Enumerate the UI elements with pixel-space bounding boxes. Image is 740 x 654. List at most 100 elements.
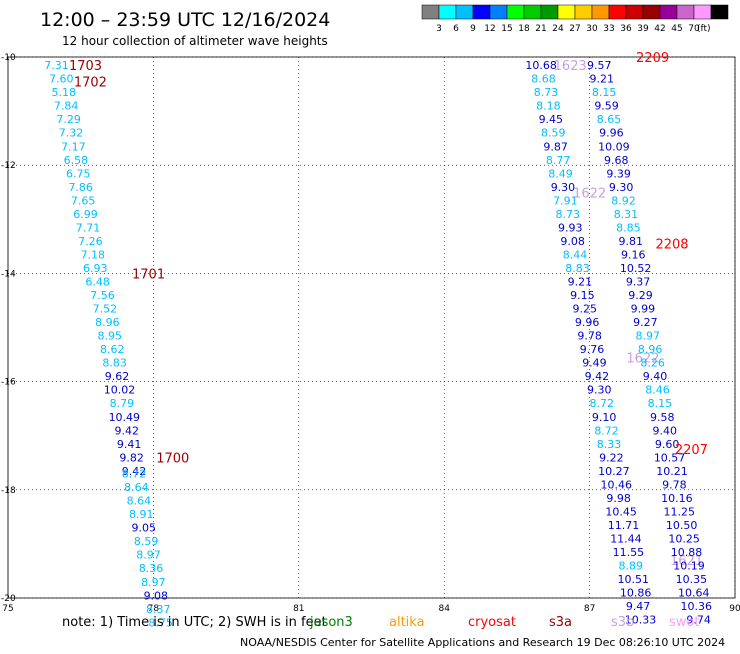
- satellite-legend-item: s3a: [549, 615, 572, 630]
- colorbar-swatch: [489, 4, 508, 20]
- wave-height-value: 8.89: [619, 560, 644, 573]
- wave-height-value: 9.15: [570, 289, 595, 302]
- colorbar-swatch: [642, 4, 661, 20]
- wave-height-value: 9.42: [122, 465, 147, 478]
- wave-height-value: 8.18: [536, 100, 561, 113]
- wave-height-value: 10.86: [620, 587, 652, 600]
- wave-height-value: 10.16: [661, 492, 693, 505]
- wave-height-value: 9.78: [662, 478, 687, 491]
- wave-height-value: 9.30: [609, 181, 634, 194]
- colorbar-label: 12: [484, 24, 495, 34]
- wave-height-value: 9.41: [117, 438, 142, 451]
- wave-height-value: 10.35: [676, 573, 708, 586]
- wave-height-value: 10.25: [668, 532, 700, 545]
- wave-height-value: 8.72: [594, 424, 619, 437]
- wave-height-value: 7.60: [49, 73, 74, 86]
- wave-height-value: 9.57: [587, 59, 612, 72]
- wave-height-value: 9.27: [633, 316, 658, 329]
- wave-height-value: 7.91: [553, 194, 578, 207]
- wave-height-value: 8.92: [611, 194, 636, 207]
- wave-height-value: 8.65: [597, 113, 622, 126]
- wave-height-value: 8.68: [531, 73, 556, 86]
- colorbar-label: 3: [436, 24, 442, 34]
- wave-height-value: 9.16: [621, 248, 646, 261]
- wave-height-value: 8.83: [565, 262, 590, 275]
- satellite-legend-item: jason3: [309, 615, 353, 630]
- wave-height-value: 11.44: [610, 532, 642, 545]
- wave-height-value: 9.45: [539, 113, 564, 126]
- wave-height-value: 7.52: [93, 303, 118, 316]
- colorbar-label: 9: [470, 24, 476, 34]
- wave-height-value: 9.62: [105, 370, 130, 383]
- wave-height-value: 9.93: [558, 221, 583, 234]
- wave-height-value: 10.36: [680, 600, 712, 613]
- wave-height-value: 8.97: [636, 330, 661, 343]
- wave-height-value: 8.62: [100, 343, 125, 356]
- y-tick-label: -10: [1, 53, 16, 63]
- colorbar-label: 15: [501, 24, 512, 34]
- wave-height-value: 9.39: [606, 167, 631, 180]
- note-text: note: 1) Time is in UTC; 2) SWH is in fe…: [62, 615, 327, 630]
- x-tick-label: 78: [148, 604, 160, 614]
- wave-height-value: 9.10: [592, 411, 617, 424]
- wave-height-value: 8.44: [563, 248, 588, 261]
- wave-height-value: 8.15: [648, 397, 673, 410]
- wave-height-value: 9.96: [575, 316, 600, 329]
- colorbar-label: 27: [569, 24, 580, 34]
- wave-height-value: 11.55: [613, 546, 645, 559]
- wave-height-value: 11.25: [664, 505, 696, 518]
- colorbar-swatch: [438, 4, 457, 20]
- wave-height-value: 9.40: [652, 424, 677, 437]
- colorbar-swatch: [591, 4, 610, 20]
- wave-height-value: 9.60: [655, 438, 680, 451]
- wave-height-value: 10.64: [678, 587, 710, 600]
- wave-height-value: 9.08: [144, 589, 169, 602]
- wave-height-value: 8.33: [597, 438, 622, 451]
- wave-height-value: 8.91: [129, 508, 154, 521]
- pass-label: 2209: [636, 51, 669, 66]
- x-tick-label: 84: [438, 604, 450, 614]
- pass-label: 1621: [670, 554, 703, 569]
- wave-height-value: 9.42: [114, 424, 139, 437]
- wave-height-value: 9.47: [626, 600, 651, 613]
- wave-height-value: 8.97: [136, 549, 161, 562]
- colorbar-swatch: [676, 4, 695, 20]
- wave-height-value: 10.21: [656, 465, 688, 478]
- wave-height-value: 10.88: [671, 546, 703, 559]
- wave-height-value: 9.87: [543, 140, 568, 153]
- wave-height-value: 8.79: [110, 397, 135, 410]
- wave-height-value: 7.29: [56, 113, 81, 126]
- wave-height-value: 10.46: [601, 478, 633, 491]
- colorbar-swatch: [421, 4, 440, 20]
- wave-height-value: 6.93: [83, 262, 108, 275]
- pass-label: 1702: [74, 75, 107, 90]
- colorbar-swatch: [625, 4, 644, 20]
- wave-height-value: 8.36: [139, 562, 164, 575]
- wave-height-value: 11.71: [608, 519, 640, 532]
- y-tick-label: -14: [1, 269, 16, 279]
- wave-height-value: 8.75: [148, 616, 173, 629]
- satellite-legend-item: s3b: [611, 615, 634, 630]
- wave-height-value: 5.18: [51, 86, 76, 99]
- satellite-legend: jason3 altika cryosat s3a s3b swot: [309, 615, 699, 630]
- pass-label: 1703: [69, 59, 102, 74]
- wave-height-value: 7.18: [81, 248, 106, 261]
- wave-height-value: 10.51: [617, 573, 649, 586]
- y-tick-label: -12: [1, 161, 16, 171]
- colorbar-swatch: [710, 4, 729, 20]
- colorbar-label: 36: [620, 24, 632, 34]
- colorbar-swatch: [608, 4, 627, 20]
- wave-height-value: 8.97: [141, 576, 166, 589]
- wave-height-value: 9.37: [626, 276, 651, 289]
- wave-height-value: 7.65: [71, 194, 96, 207]
- colorbar-label: 18: [518, 24, 530, 34]
- wave-height-value: 8.83: [102, 357, 127, 370]
- colorbar-swatch: [455, 4, 474, 20]
- wave-height-value: 10.19: [673, 560, 705, 573]
- wave-height-value: 9.96: [599, 127, 624, 140]
- wave-height-value: 7.26: [78, 235, 103, 248]
- wave-height-value: 9.30: [587, 384, 612, 397]
- x-tick-label: 81: [293, 604, 304, 614]
- wave-height-value: 8.73: [534, 86, 559, 99]
